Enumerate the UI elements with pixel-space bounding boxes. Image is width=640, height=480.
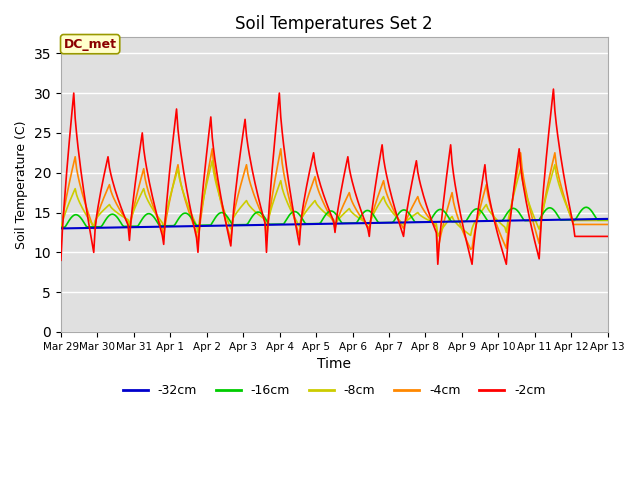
Legend: -32cm, -16cm, -8cm, -4cm, -2cm: -32cm, -16cm, -8cm, -4cm, -2cm xyxy=(118,379,551,402)
Y-axis label: Soil Temperature (C): Soil Temperature (C) xyxy=(15,120,28,249)
X-axis label: Time: Time xyxy=(317,357,351,371)
Title: Soil Temperatures Set 2: Soil Temperatures Set 2 xyxy=(236,15,433,33)
Text: DC_met: DC_met xyxy=(63,37,116,51)
